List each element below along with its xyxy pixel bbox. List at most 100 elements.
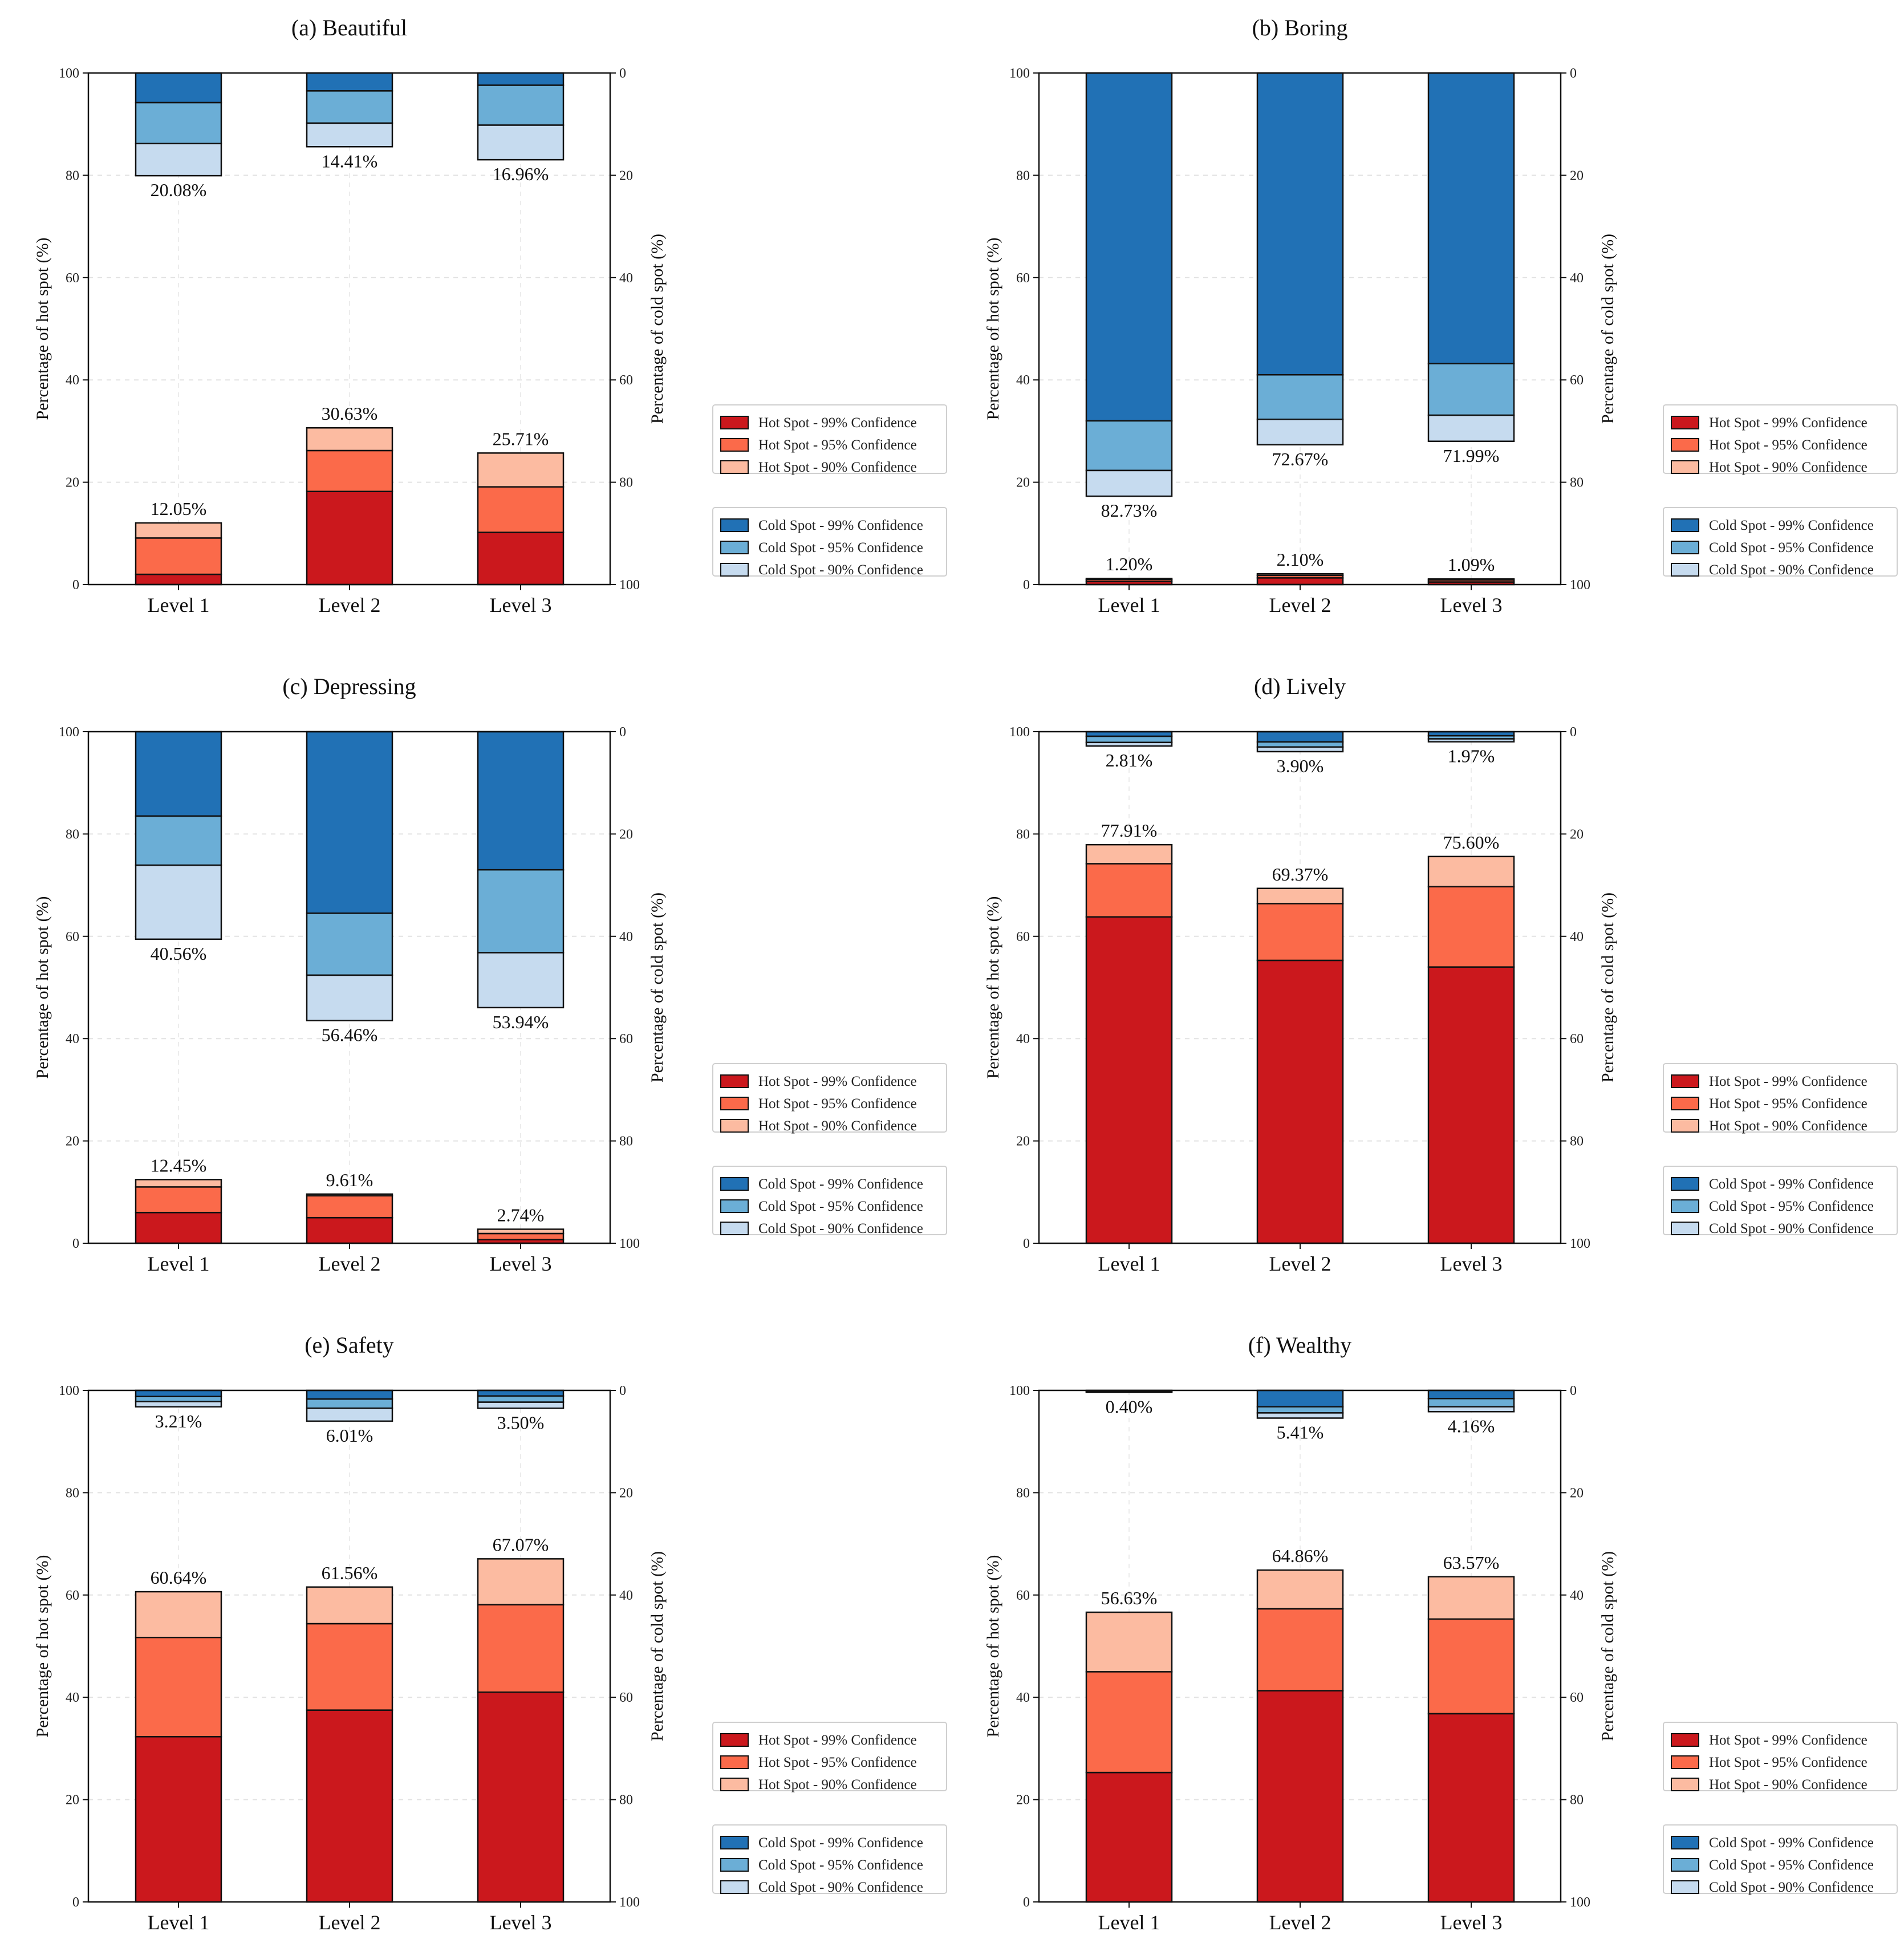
hot-legend: Hot Spot - 99% Confidence Hot Spot - 95% … xyxy=(712,404,947,475)
legend-label: Hot Spot - 95% Confidence xyxy=(758,437,917,453)
hot-bar-segment xyxy=(1427,1618,1515,1715)
hot-bar-segment xyxy=(1427,578,1515,581)
y2-tick-label: 0 xyxy=(1570,725,1577,740)
hot-bar-segment xyxy=(477,1232,565,1240)
x-tick-label: Level 1 xyxy=(1098,594,1160,616)
legend-label: Cold Spot - 90% Confidence xyxy=(758,1221,923,1236)
legend-swatch xyxy=(720,1778,749,1791)
legend-label: Hot Spot - 99% Confidence xyxy=(758,1074,917,1089)
hot-total-label: 2.10% xyxy=(1277,549,1324,570)
hot-total-label: 1.20% xyxy=(1106,554,1153,574)
legend-swatch xyxy=(720,1074,749,1088)
x-tick-label: Level 3 xyxy=(490,594,552,616)
cold-bar-segment xyxy=(306,912,393,976)
legend-label: Cold Spot - 95% Confidence xyxy=(1709,540,1874,555)
cold-bar-segment xyxy=(135,72,222,104)
cold-total-label: 40.56% xyxy=(151,943,207,964)
hot-bar-segment xyxy=(306,1193,393,1196)
legend-label: Hot Spot - 99% Confidence xyxy=(1709,1733,1868,1748)
hot-bar-segment xyxy=(1085,1771,1173,1903)
chart-title: (a) Beautiful xyxy=(291,15,407,40)
legend-label: Hot Spot - 95% Confidence xyxy=(1709,437,1868,453)
y2-tick-label: 80 xyxy=(619,1134,633,1149)
cold-bar-segment xyxy=(1085,469,1173,497)
cold-bar-segment xyxy=(135,102,222,145)
cold-total-label: 2.81% xyxy=(1106,750,1153,770)
hot-bar-segment xyxy=(306,427,393,452)
hot-bar-segment xyxy=(477,1604,565,1693)
cold-legend: Cold Spot - 99% Confidence Cold Spot - 95… xyxy=(712,1166,947,1236)
hot-bar-segment xyxy=(1256,1569,1344,1610)
cold-bar-segment xyxy=(1427,363,1515,416)
cold-bar-segment xyxy=(135,1401,222,1408)
legend-swatch xyxy=(1671,1097,1699,1110)
y-tick-label: 100 xyxy=(59,66,79,81)
legend-label: Cold Spot - 90% Confidence xyxy=(758,562,923,578)
legend-swatch xyxy=(1671,1858,1699,1872)
y-tick-label: 80 xyxy=(66,1486,79,1500)
hot-total-label: 60.64% xyxy=(151,1567,207,1588)
y2-tick-label: 20 xyxy=(1570,827,1584,842)
y-tick-label: 80 xyxy=(1016,168,1030,183)
y-tick-label: 20 xyxy=(1016,476,1030,490)
hot-bar-segment xyxy=(1085,843,1173,865)
y2-tick-label: 100 xyxy=(1570,578,1590,593)
legend-label: Hot Spot - 95% Confidence xyxy=(758,1096,917,1112)
y2-tick-label: 60 xyxy=(1570,1690,1584,1705)
y-tick-label: 0 xyxy=(72,1236,79,1251)
y-tick-label: 60 xyxy=(66,930,79,944)
cold-bar-segment xyxy=(1256,741,1344,748)
legend-swatch xyxy=(1671,1880,1699,1894)
y2-axis-label: Percentage of cold spot (%) xyxy=(1598,1551,1617,1741)
legend-label: Cold Spot - 95% Confidence xyxy=(758,540,923,555)
legend-label: Cold Spot - 90% Confidence xyxy=(1709,1221,1874,1236)
legend-frame xyxy=(1663,1722,1898,1791)
y2-tick-label: 100 xyxy=(619,1895,640,1910)
legend-swatch xyxy=(1671,1733,1699,1747)
cold-total-label: 53.94% xyxy=(493,1012,549,1032)
hot-bar-segment xyxy=(1085,577,1173,581)
legend-label: Hot Spot - 90% Confidence xyxy=(758,1777,917,1792)
x-tick-label: Level 3 xyxy=(1440,1252,1503,1275)
hot-total-label: 63.57% xyxy=(1443,1552,1500,1573)
legend-frame xyxy=(712,507,947,577)
y-tick-label: 80 xyxy=(66,168,79,183)
legend-label: Hot Spot - 99% Confidence xyxy=(758,1733,917,1748)
cold-legend: Cold Spot - 99% Confidence Cold Spot - 95… xyxy=(1663,1824,1898,1895)
hot-total-label: 75.60% xyxy=(1443,832,1500,853)
cold-total-label: 6.01% xyxy=(326,1425,374,1446)
y2-tick-label: 40 xyxy=(619,1588,633,1603)
y-axis-label: Percentage of hot spot (%) xyxy=(33,238,52,420)
y2-tick-label: 40 xyxy=(619,271,633,286)
cold-total-label: 16.96% xyxy=(493,164,549,184)
legend-swatch xyxy=(1671,518,1699,532)
legend-frame xyxy=(712,1722,947,1791)
x-tick-label: Level 1 xyxy=(1098,1911,1160,1934)
hot-bar-segment xyxy=(1256,959,1344,1244)
y2-tick-label: 80 xyxy=(619,1793,633,1808)
hot-legend: Hot Spot - 99% Confidence Hot Spot - 95% … xyxy=(712,1722,947,1792)
cold-bar-segment xyxy=(1427,414,1515,443)
cold-bar-segment xyxy=(477,1389,565,1397)
y2-tick-label: 100 xyxy=(619,1236,640,1251)
cold-bar-segment xyxy=(306,122,393,148)
legend-swatch xyxy=(1671,1755,1699,1769)
hot-total-label: 69.37% xyxy=(1272,864,1329,885)
cold-bar-segment xyxy=(306,72,393,92)
y-tick-label: 80 xyxy=(66,827,79,842)
chart-title: (d) Lively xyxy=(1254,674,1346,699)
y2-tick-label: 0 xyxy=(619,1384,626,1398)
hot-total-label: 67.07% xyxy=(493,1534,549,1555)
x-tick-label: Level 1 xyxy=(1098,1252,1160,1275)
legend-label: Cold Spot - 99% Confidence xyxy=(1709,518,1874,533)
y2-axis-label: Percentage of cold spot (%) xyxy=(648,234,667,424)
legend-swatch xyxy=(720,1119,749,1133)
y-tick-label: 0 xyxy=(72,578,79,593)
hot-bar-segment xyxy=(1427,1713,1515,1903)
legend-frame xyxy=(1663,404,1898,474)
chart-panel: (d) Lively 77.91% 2.81% Level 1 69.37% 3.90% L… xyxy=(984,674,1898,1275)
cold-bar-segment xyxy=(306,731,393,914)
y-tick-label: 40 xyxy=(1016,373,1030,388)
cold-total-label: 4.16% xyxy=(1448,1415,1495,1436)
legend-label: Cold Spot - 99% Confidence xyxy=(758,1177,923,1192)
